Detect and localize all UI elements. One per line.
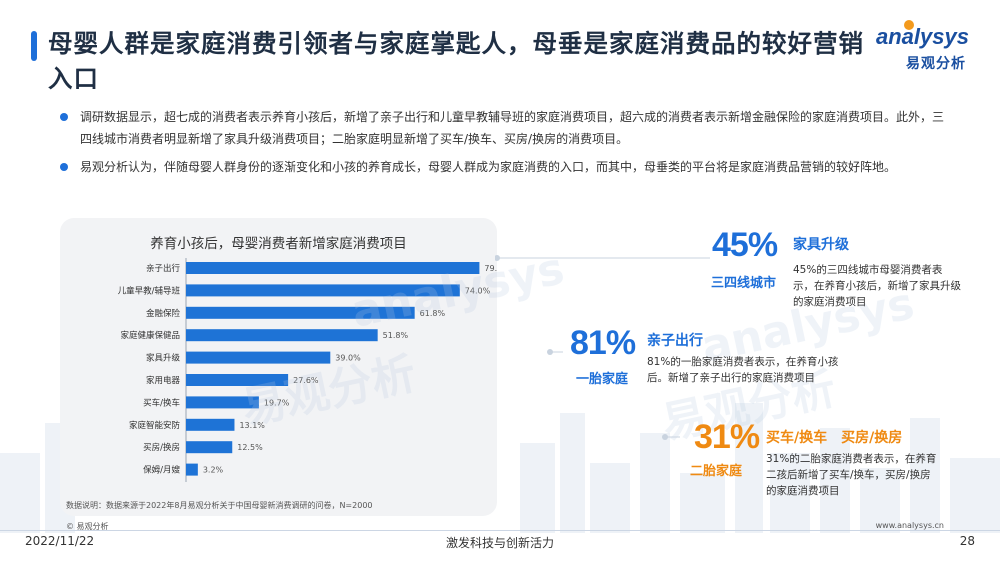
bullet-list: 调研数据显示，超七成的消费者表示养育小孩后，新增了亲子出行和儿童早教辅导班的家庭…	[60, 106, 950, 184]
stat-percent: 45%	[712, 226, 778, 264]
bullet-dot-icon	[60, 163, 68, 171]
value-label: 27.6%	[293, 376, 319, 385]
category-label: 亲子出行	[146, 263, 181, 274]
chart-panel: 养育小孩后，母婴消费者新增家庭消费项目 亲子出行 79.3% 儿童早教/辅导班 74.…	[60, 218, 497, 516]
bullet-text: 调研数据显示，超七成的消费者表示养育小孩后，新增了亲子出行和儿童早教辅导班的家庭…	[80, 110, 945, 146]
bar	[186, 262, 480, 274]
category-label: 金融保险	[146, 308, 181, 319]
logo-text-cn: 易观分析	[906, 56, 966, 72]
stat-percent: 31%	[694, 418, 760, 456]
bar	[186, 396, 259, 409]
stat-segment: 三四线城市	[711, 276, 777, 291]
category-label: 买房/换房	[143, 442, 180, 453]
data-note: 数据说明：数据来源于2022年8月易观分析关于中国母婴新消费调研的问卷，N=20…	[66, 501, 373, 510]
chart-title: 养育小孩后，母婴消费者新增家庭消费项目	[150, 236, 407, 252]
footer-slogan: 激发科技与创新活力	[445, 536, 554, 550]
bar	[186, 441, 233, 454]
category-label: 家具升级	[146, 353, 181, 364]
bar	[186, 463, 198, 476]
stat-title: 亲子出行	[647, 333, 703, 349]
bullet-item: 调研数据显示，超七成的消费者表示养育小孩后，新增了亲子出行和儿童早教辅导班的家庭…	[60, 106, 950, 150]
category-label: 家庭健康保健品	[120, 330, 180, 341]
stat-title: 家具升级	[793, 237, 849, 253]
stat-percent: 81%	[570, 324, 636, 362]
title-accent-bar	[31, 31, 37, 61]
bar	[186, 351, 331, 364]
analysys-logo: analysys 易观分析	[876, 20, 986, 80]
bullet-item: 易观分析认为，伴随母婴人群身份的逐渐变化和小孩的养育成长，母婴人群成为家庭消费的…	[60, 156, 950, 178]
bar-chart: 亲子出行 79.3% 儿童早教/辅导班 74.0% 金融保险 61.8% 家庭健康保健品 51…	[118, 258, 497, 482]
category-label: 家用电器	[146, 375, 181, 386]
stat-description: 45%的三四线城市母婴消费者表示，在养育小孩后，新增了家具升级的家庭消费项目	[793, 264, 961, 308]
value-label: 12.5%	[237, 443, 263, 452]
bar	[186, 374, 289, 386]
bar	[186, 284, 460, 297]
logo-dot-icon	[904, 20, 914, 30]
footer-divider	[0, 530, 1000, 531]
stat-description: 31%的二胎家庭消费者表示，在养育二孩后新增了买车/换车，买房/换房的家庭消费项…	[766, 453, 937, 497]
value-label: 74.0%	[465, 286, 491, 295]
category-label: 买车/换车	[143, 397, 180, 408]
footer-date: 2022/11/22	[25, 534, 95, 548]
page-title: 母婴人群是家庭消费引领者与家庭掌匙人，母垂是家庭消费品的较好营销入口	[48, 29, 864, 93]
bullet-dot-icon	[60, 113, 68, 121]
category-label: 家庭智能安防	[129, 420, 181, 431]
category-label: 儿童早教/辅导班	[118, 285, 181, 296]
value-label: 13.1%	[239, 421, 265, 430]
bar	[186, 306, 415, 319]
page-number: 28	[959, 534, 975, 548]
value-label: 61.8%	[420, 309, 446, 318]
connector-lines	[495, 255, 710, 440]
value-label: 51.8%	[383, 331, 409, 340]
bar	[186, 418, 235, 431]
bullet-text: 易观分析认为，伴随母婴人群身份的逐渐变化和小孩的养育成长，母婴人群成为家庭消费的…	[80, 160, 897, 174]
stat-description: 81%的一胎家庭消费者表示，在养育小孩后。新增了亲子出行的家庭消费项目	[647, 356, 839, 384]
value-label: 3.2%	[203, 466, 224, 475]
stat-segment: 二胎家庭	[690, 464, 743, 479]
value-label: 19.7%	[264, 398, 290, 407]
website-link[interactable]: www.analysys.cn	[875, 521, 944, 530]
category-label: 保姆/月嫂	[143, 465, 180, 476]
logo-text-en: analysys	[876, 24, 969, 49]
stat-segment: 一胎家庭	[576, 372, 629, 387]
stat-title: 买车/换车 买房/换房	[766, 430, 903, 446]
bar	[186, 329, 378, 342]
value-label: 79.3%	[484, 264, 497, 273]
value-label: 39.0%	[335, 354, 361, 363]
copyright: © 易观分析	[66, 522, 109, 531]
